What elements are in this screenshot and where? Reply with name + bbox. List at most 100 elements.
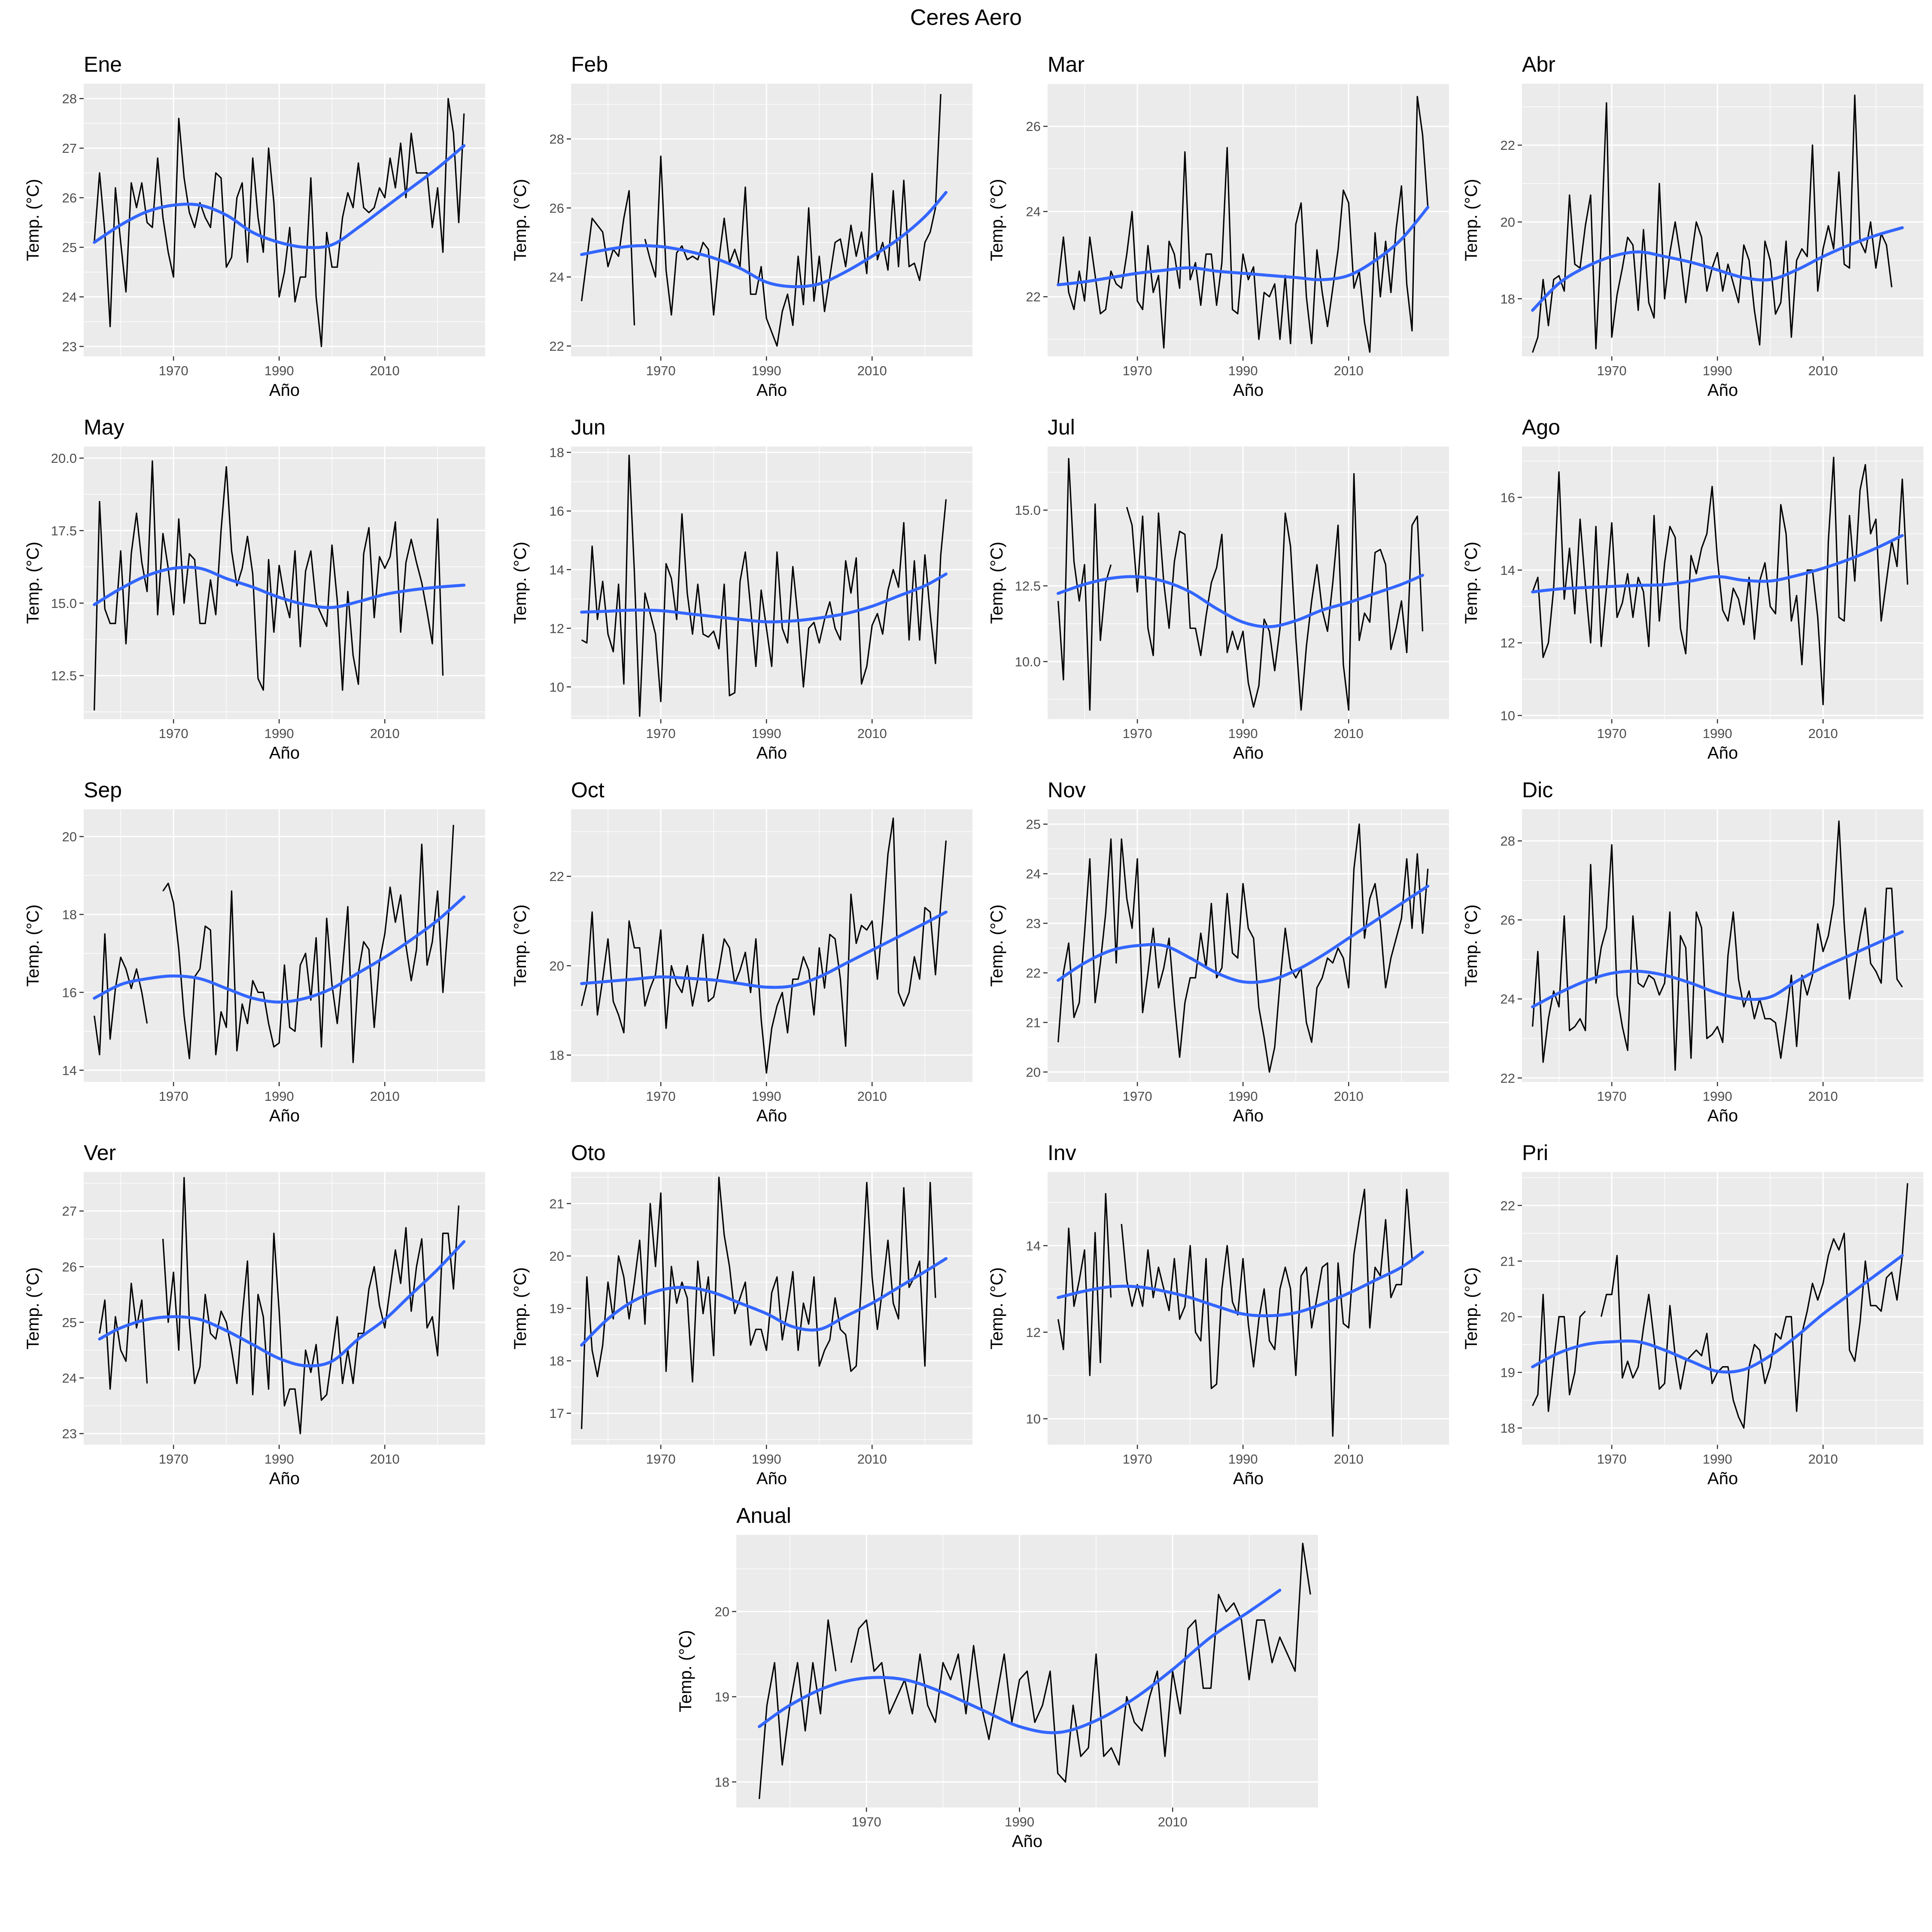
x-tick-label: 2010 — [1334, 363, 1364, 378]
y-tick-label: 19 — [1501, 1365, 1515, 1380]
y-tick-label: 18 — [1501, 1421, 1515, 1436]
panel-dic: 1970 1990 2010 22 24 26 28 Dic Año Temp. (°C) — [1462, 778, 1923, 1125]
panel-title: Feb — [571, 52, 608, 76]
x-axis-label: Año — [756, 1106, 787, 1125]
series-line — [1532, 456, 1908, 705]
x-tick-label: 2010 — [1808, 726, 1838, 741]
y-axis-label: Temp. (°C) — [987, 179, 1006, 261]
panel-title: Pri — [1522, 1141, 1548, 1165]
x-tick-label: 1970 — [852, 1814, 881, 1829]
y-tick-label: 16 — [62, 985, 77, 1000]
y-tick-label: 14 — [1026, 1238, 1041, 1253]
x-tick-label: 1970 — [1123, 363, 1152, 378]
x-tick-label: 1990 — [1005, 1814, 1034, 1829]
y-tick-label: 19 — [550, 1301, 564, 1316]
y-tick-label: 12 — [550, 621, 564, 636]
smooth-trend-line — [1057, 206, 1430, 286]
series-line — [94, 98, 465, 347]
panel-title: Abr — [1522, 52, 1555, 76]
y-axis-label: Temp. (°C) — [1462, 542, 1481, 624]
y-tick-label: 27 — [62, 1204, 77, 1219]
smooth-trend-line — [580, 191, 948, 289]
y-tick-label: 20 — [550, 958, 564, 973]
panel-title: Inv — [1048, 1141, 1076, 1165]
x-tick-label: 1970 — [159, 363, 188, 378]
y-tick-label: 28 — [1501, 834, 1515, 849]
y-tick-label: 23 — [62, 339, 77, 354]
x-tick-label: 1970 — [1597, 1452, 1627, 1467]
y-tick-label: 20.0 — [51, 451, 77, 466]
panel-background — [1048, 447, 1449, 719]
y-tick-label: 26 — [1026, 119, 1041, 134]
series-line — [581, 454, 947, 717]
panel-title: Oct — [571, 778, 605, 802]
x-tick-label: 1990 — [1703, 1089, 1732, 1104]
y-tick-label: 19 — [715, 1689, 729, 1704]
y-tick-label: 20 — [1026, 1065, 1041, 1080]
x-axis-label: Año — [1707, 744, 1738, 762]
y-tick-label: 28 — [550, 132, 564, 147]
x-axis-label: Año — [1233, 1106, 1264, 1125]
y-tick-label: 20 — [715, 1604, 729, 1619]
smooth-trend-line — [1057, 574, 1424, 629]
panel-ene: 1970 1990 2010 23 24 25 26 27 28 Ene Año Temp. (°C) — [24, 52, 485, 400]
panel-background — [571, 809, 972, 1082]
smooth-trend-line — [758, 1589, 1282, 1735]
y-tick-label: 22 — [1501, 138, 1515, 153]
x-tick-label: 1970 — [1597, 726, 1627, 741]
y-axis-label: Temp. (°C) — [511, 179, 530, 261]
y-tick-label: 28 — [62, 91, 77, 106]
panel-title: May — [84, 415, 124, 439]
y-tick-label: 27 — [62, 141, 77, 156]
series-line — [1532, 1183, 1908, 1429]
y-tick-label: 22 — [1026, 289, 1041, 304]
x-tick-label: 1990 — [1703, 363, 1732, 378]
y-tick-label: 24 — [62, 1370, 77, 1385]
x-tick-label: 2010 — [370, 1089, 400, 1104]
panel-title: Ene — [84, 52, 122, 76]
y-tick-label: 24 — [62, 289, 77, 304]
x-axis-label: Año — [1233, 381, 1264, 400]
x-tick-label: 1990 — [264, 1452, 294, 1467]
x-tick-label: 1990 — [752, 1089, 781, 1104]
smooth-trend-line — [1057, 884, 1430, 984]
panel-background — [1522, 447, 1923, 719]
y-tick-label: 21 — [1501, 1254, 1515, 1269]
x-tick-label: 1990 — [264, 726, 294, 741]
series-line — [1057, 458, 1424, 711]
smooth-trend-line — [93, 565, 466, 609]
smooth-trend-line — [1531, 1254, 1904, 1374]
y-tick-label: 15.0 — [51, 596, 77, 611]
y-tick-label: 14 — [550, 562, 564, 577]
y-tick-label: 10 — [1501, 708, 1515, 723]
panel-background — [84, 84, 485, 356]
y-axis-label: Temp. (°C) — [511, 542, 530, 624]
panel-background — [1048, 809, 1449, 1082]
x-tick-label: 1990 — [1228, 726, 1258, 741]
x-tick-label: 1990 — [1703, 726, 1732, 741]
y-tick-label: 18 — [1501, 292, 1515, 307]
x-axis-label: Año — [1233, 744, 1264, 762]
y-tick-label: 18 — [550, 1048, 564, 1063]
panel-background — [1048, 1172, 1449, 1445]
x-axis-label: Año — [269, 381, 300, 400]
panel-title: Jul — [1048, 415, 1075, 439]
smooth-trend-line — [580, 1257, 948, 1347]
smooth-trend-line — [1057, 1251, 1424, 1318]
x-axis-label: Año — [756, 1469, 787, 1488]
y-tick-label: 22 — [550, 869, 564, 884]
x-axis-label: Año — [269, 744, 300, 762]
smooth-trend-line — [98, 1240, 466, 1367]
y-tick-label: 25 — [62, 1315, 77, 1330]
panel-jul: 1970 1990 2010 10.0 12.5 15.0 Jul Año Temp. (°C) — [987, 415, 1449, 762]
panel-oto: 1970 1990 2010 17 18 19 20 21 Oto Año Temp. (°C) — [511, 1141, 972, 1488]
panel-may: 1970 1990 2010 12.5 15.0 17.5 20.0 May Año Temp. … — [24, 415, 485, 762]
x-tick-label: 1970 — [1123, 726, 1152, 741]
x-tick-label: 1990 — [752, 363, 781, 378]
x-tick-label: 1970 — [646, 1089, 676, 1104]
series-line — [94, 825, 454, 1063]
panel-nov: 1970 1990 2010 20 21 22 23 24 25 Nov Año Temp. (°C) — [987, 778, 1449, 1125]
